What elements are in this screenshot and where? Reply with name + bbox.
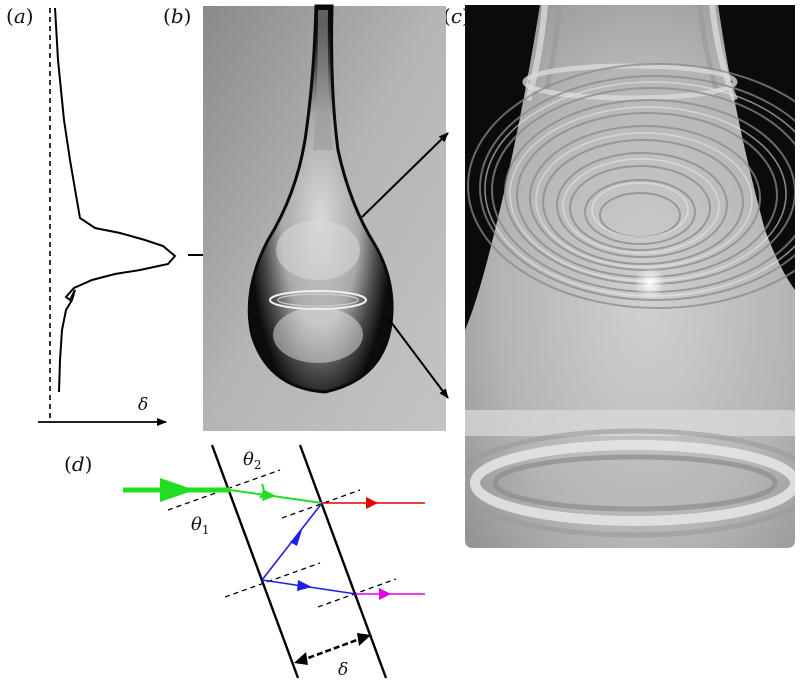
normal-3: [224, 562, 321, 598]
arrow-b-to-c-lower: [387, 317, 449, 399]
film-wall-left: [210, 444, 300, 679]
theta2-label: θ2: [243, 449, 261, 472]
incident-arrowhead: [160, 478, 195, 502]
profile-curve: [54, 7, 177, 393]
thickness-arrow: [299, 635, 366, 663]
panel-label-b: (b): [163, 4, 192, 28]
panel-label-a: (a): [6, 4, 34, 28]
thickness-label: δ: [338, 660, 348, 680]
rim-band: [470, 440, 795, 526]
normal-1: [167, 469, 281, 511]
normal-2: [281, 489, 361, 519]
theta2-arc: [259, 483, 265, 499]
bright-spot: [634, 267, 666, 299]
profile-plot: δ: [38, 7, 177, 426]
delta-axis-label: δ: [138, 395, 148, 415]
arrow-b-to-c-upper: [361, 132, 449, 218]
film-wall-right: [298, 444, 388, 679]
normal-4: [317, 578, 397, 608]
drop-photo: [203, 4, 446, 431]
theta1-label: θ1: [191, 514, 209, 537]
fringe-photo: [465, 5, 795, 548]
ray-diagram: θ1 θ2 δ: [123, 444, 425, 680]
panel-label-d: (d): [64, 452, 93, 476]
refracted-beam: [229, 489, 323, 504]
